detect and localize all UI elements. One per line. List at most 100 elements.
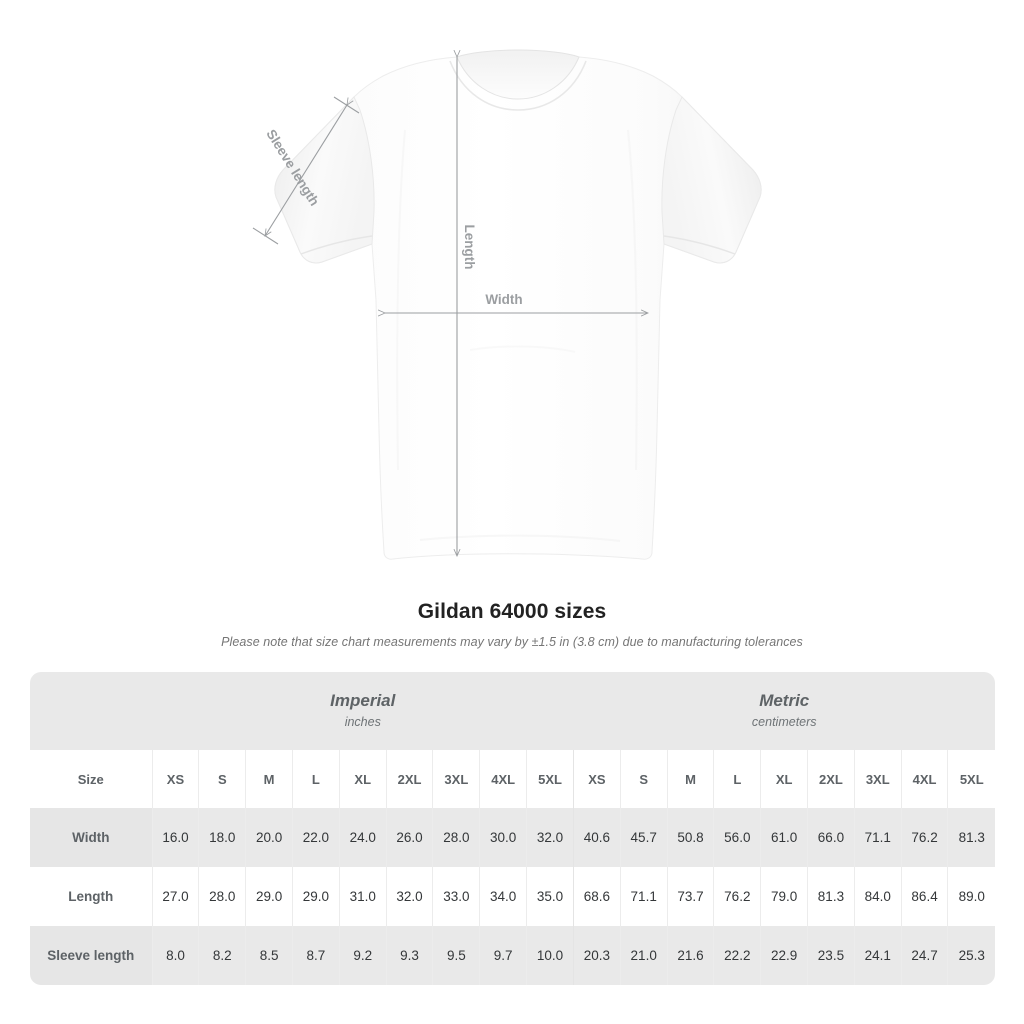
size-column-header: 3XL [853, 750, 902, 808]
tshirt-left-sleeve [274, 96, 375, 264]
table-row: Sleeve length 8.0 8.2 8.5 8.7 9.2 9.3 9.5 9.7 10.… [30, 926, 995, 985]
unit-band-metric: Metric centimeters [573, 672, 995, 750]
size-column-header: M [666, 750, 714, 808]
size-header-row: Size XS S M L XL 2XL 3XL 4XL 5XL XS S M L XL 2XL 3XL 4XL 5… [30, 750, 995, 808]
table-cell: 20.0 [245, 808, 293, 867]
row-label: Sleeve length [30, 926, 153, 985]
table-cell: 9.2 [338, 926, 387, 985]
size-column-header: 5XL [526, 750, 574, 808]
width-measurement: Width [385, 292, 648, 313]
table-cell: 79.0 [760, 867, 808, 926]
size-column-header: 3XL [432, 750, 480, 808]
width-label: Width [485, 292, 522, 307]
table-cell: 16.0 [151, 808, 199, 867]
table-cell: 33.0 [432, 867, 480, 926]
table-cell: 18.0 [198, 808, 246, 867]
table-cell: 23.5 [807, 926, 855, 985]
table-cell: 45.7 [619, 808, 668, 867]
unit-subtitle: inches [344, 714, 381, 729]
unit-name: Metric [759, 691, 810, 711]
table-cell: 30.0 [479, 808, 527, 867]
row-label: Width [30, 808, 153, 867]
unit-band-row: Imperial inches Metric centimeters [30, 672, 995, 750]
size-column-header: 4XL [900, 750, 948, 808]
size-column-header: 4XL [479, 750, 527, 808]
title-block: Gildan 64000 sizes Please note that size… [0, 600, 1024, 649]
table-cell: 10.0 [526, 926, 574, 985]
length-label: Length [462, 225, 477, 270]
table-cell: 61.0 [760, 808, 808, 867]
table-cell: 31.0 [338, 867, 387, 926]
table-cell: 24.1 [853, 926, 902, 985]
size-column-header: 2XL [807, 750, 855, 808]
size-column-header: M [245, 750, 293, 808]
table-cell: 8.5 [245, 926, 293, 985]
table-cell: 22.0 [292, 808, 340, 867]
table-cell: 8.2 [198, 926, 246, 985]
table-cell: 50.8 [666, 808, 714, 867]
table-cell: 66.0 [807, 808, 855, 867]
table-cell: 81.3 [807, 867, 855, 926]
table-cell: 24.0 [338, 808, 387, 867]
table-cell: 89.0 [947, 867, 995, 926]
size-column-header: XS [572, 750, 621, 808]
table-cell: 81.3 [947, 808, 995, 867]
size-chart-table: Imperial inches Metric centimeters Size XS S M L… [30, 672, 995, 985]
size-column-header: XS [151, 750, 199, 808]
table-cell: 26.0 [385, 808, 433, 867]
table-cell: 27.0 [151, 867, 199, 926]
table-cell: 8.0 [151, 926, 199, 985]
table-cell: 76.2 [900, 808, 948, 867]
size-column-header: 2XL [385, 750, 433, 808]
table-cell: 20.3 [572, 926, 621, 985]
size-column-header: L [713, 750, 761, 808]
table-cell: 21.6 [666, 926, 714, 985]
table-cell: 32.0 [526, 808, 574, 867]
unit-name: Imperial [330, 691, 396, 711]
size-column-header: L [292, 750, 340, 808]
table-cell: 9.3 [385, 926, 433, 985]
length-measurement: Length [457, 57, 477, 556]
table-cell: 71.1 [619, 867, 668, 926]
table-cell: 9.5 [432, 926, 480, 985]
unit-band-spacer [30, 672, 153, 750]
table-cell: 21.0 [619, 926, 668, 985]
table-cell: 29.0 [245, 867, 293, 926]
unit-band-imperial: Imperial inches [152, 672, 574, 750]
tshirt-fabric-folds [396, 129, 638, 542]
size-column-header: 5XL [947, 750, 995, 808]
table-cell: 71.1 [853, 808, 902, 867]
size-header-label: Size [30, 750, 153, 808]
table-cell: 84.0 [853, 867, 902, 926]
table-cell: 86.4 [900, 867, 948, 926]
table-cell: 68.6 [572, 867, 621, 926]
size-column-header: XL [760, 750, 808, 808]
tshirt-right-sleeve [661, 96, 762, 264]
table-row: Length 27.0 28.0 29.0 29.0 31.0 32.0 33.0 34.0 35… [30, 867, 995, 926]
table-cell: 22.9 [760, 926, 808, 985]
table-cell: 40.6 [572, 808, 621, 867]
table-cell: 32.0 [385, 867, 433, 926]
table-cell: 24.7 [900, 926, 948, 985]
table-row: Width 16.0 18.0 20.0 22.0 24.0 26.0 28.0 30.0 32.… [30, 808, 995, 867]
table-cell: 35.0 [526, 867, 574, 926]
table-cell: 9.7 [479, 926, 527, 985]
page-subtitle: Please note that size chart measurements… [221, 635, 803, 649]
page-title: Gildan 64000 sizes [417, 600, 607, 623]
table-cell: 22.2 [713, 926, 761, 985]
table-cell: 28.0 [198, 867, 246, 926]
table-cell: 25.3 [947, 926, 995, 985]
tshirt-collar [449, 49, 587, 111]
table-cell: 73.7 [666, 867, 714, 926]
size-column-header: S [198, 750, 246, 808]
table-cell: 8.7 [292, 926, 340, 985]
table-cell: 28.0 [432, 808, 480, 867]
table-cell: 29.0 [292, 867, 340, 926]
table-cell: 76.2 [713, 867, 761, 926]
row-label: Length [30, 867, 153, 926]
size-column-header: XL [338, 750, 387, 808]
unit-subtitle: centimeters [751, 714, 817, 729]
table-cell: 56.0 [713, 808, 761, 867]
tshirt-diagram: Length Width Sleeve length [252, 49, 762, 560]
